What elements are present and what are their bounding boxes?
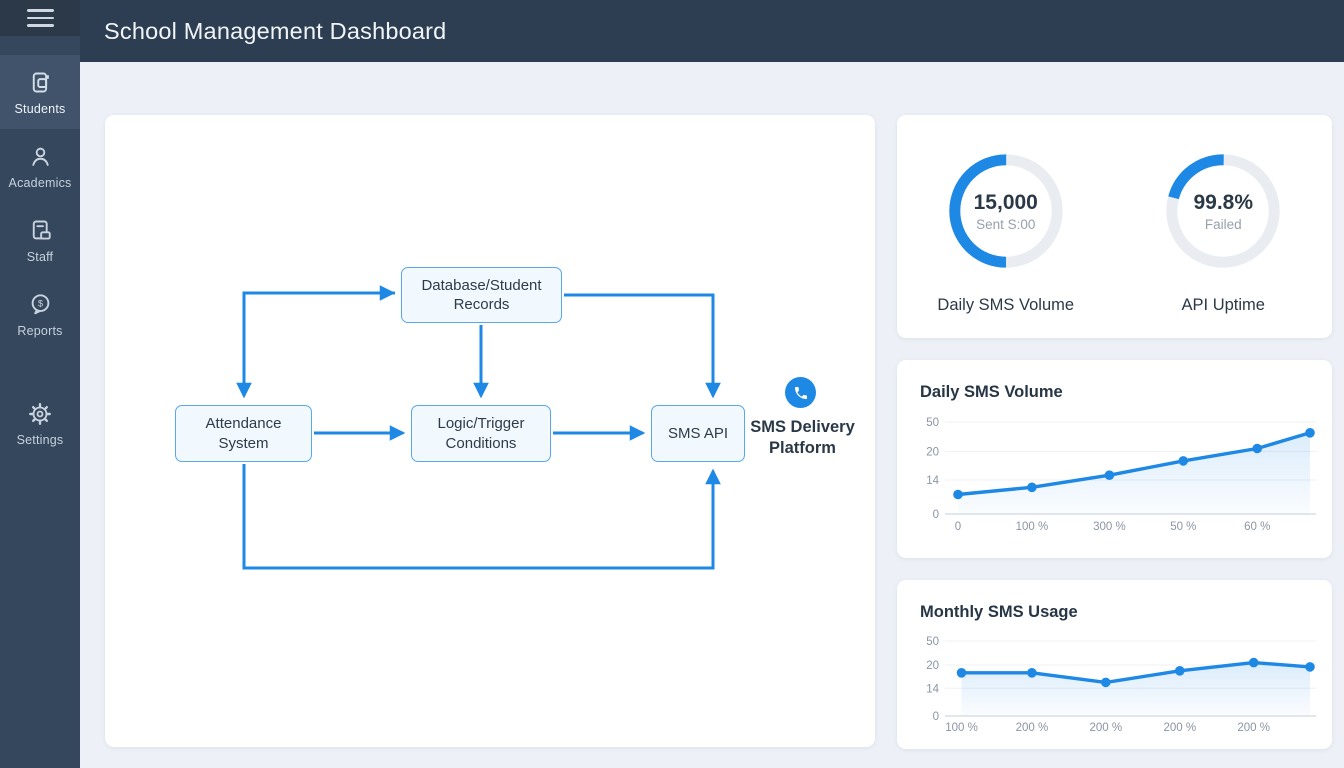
svg-text:0: 0 (933, 711, 939, 723)
sidebar-item-label: Students (14, 102, 66, 116)
svg-text:50 %: 50 % (1170, 521, 1196, 533)
svg-text:50: 50 (926, 417, 939, 429)
svg-text:14: 14 (926, 683, 939, 695)
sms-stats-card: 15,000 Sent S:00 Daily SMS Volume 99.8% … (897, 115, 1332, 338)
sidebar-item-label: Staff (26, 250, 54, 264)
api-uptime-donut-block: 99.8% Failed API Uptime (1115, 115, 1333, 338)
flow-node-attendance: Attendance System (175, 405, 312, 462)
daily-sms-value: 15,000 (973, 190, 1038, 214)
sms-flow-diagram-card: Database/Student Records Attendance Syst… (105, 115, 875, 747)
sidebar-item-staff[interactable]: Staff (0, 203, 80, 277)
sidebar-item-reports[interactable]: $ Reports (0, 277, 80, 351)
staff-icon (32, 220, 51, 240)
daily-sms-subtext: Sent S:00 (976, 216, 1036, 232)
svg-text:20: 20 (926, 446, 939, 458)
daily-sms-donut-chart (942, 147, 1070, 280)
reports-icon: $ (31, 294, 49, 315)
daily-sms-donut-block: 15,000 Sent S:00 Daily SMS Volume (897, 115, 1115, 338)
app-header: School Management Dashboard (80, 0, 1344, 62)
daily-sms-line-chart: 0 14 20 50 0 100 % 300 % 50 % 60 % (897, 402, 1332, 557)
page-title: School Management Dashboard (104, 17, 447, 44)
monthly-sms-line-chart: 0 14 20 50 100 % 200 % 200 % 200 % 200 % (897, 622, 1332, 747)
main-content: Database/Student Records Attendance Syst… (80, 62, 1344, 768)
daily-sms-volume-chart-card: Daily SMS Volume 0 14 20 50 0 100 % 300 % 50 % 6… (897, 360, 1332, 558)
svg-text:20: 20 (926, 660, 939, 672)
svg-text:14: 14 (926, 475, 939, 487)
sidebar-item-students[interactable]: Students (0, 55, 80, 129)
phone-icon (785, 377, 816, 408)
api-uptime-donut-label: API Uptime (1181, 296, 1265, 314)
svg-text:200 %: 200 % (1237, 722, 1270, 734)
api-uptime-subtext: Failed (1204, 216, 1242, 232)
academics-icon (31, 147, 49, 166)
sidebar-item-label: Academics (8, 176, 72, 190)
sidebar-item-label: Reports (17, 324, 63, 338)
svg-text:200 %: 200 % (1163, 722, 1196, 734)
svg-text:$: $ (37, 298, 42, 308)
api-uptime-donut-chart (1159, 147, 1287, 280)
svg-text:0: 0 (933, 509, 939, 521)
daily-sms-donut-label: Daily SMS Volume (937, 296, 1075, 314)
svg-text:60 %: 60 % (1244, 521, 1270, 533)
svg-text:100 %: 100 % (945, 722, 978, 734)
svg-text:0: 0 (955, 521, 961, 533)
svg-text:50: 50 (926, 636, 939, 648)
chart-title: Monthly SMS Usage (920, 603, 1078, 621)
settings-icon (29, 403, 51, 425)
sidebar-item-label: Settings (16, 433, 64, 447)
flow-node-logic: Logic/Trigger Conditions (411, 405, 551, 462)
sidebar-item-academics[interactable]: Academics (0, 129, 80, 203)
flow-node-sms-api: SMS API (651, 405, 745, 462)
svg-text:100 %: 100 % (1016, 521, 1049, 533)
students-icon (32, 72, 49, 93)
sidebar-item-settings[interactable]: Settings (0, 387, 80, 460)
chart-title: Daily SMS Volume (920, 383, 1063, 401)
hamburger-icon (26, 9, 54, 27)
api-uptime-value: 99.8% (1193, 190, 1254, 214)
svg-text:300 %: 300 % (1093, 521, 1126, 533)
sidebar: Students Academics Staff $ Reports (0, 0, 80, 768)
svg-text:200 %: 200 % (1016, 722, 1049, 734)
flow-connectors (236, 285, 721, 570)
menu-toggle-button[interactable] (0, 0, 80, 36)
svg-text:200 %: 200 % (1089, 722, 1122, 734)
monthly-sms-usage-chart-card: Monthly SMS Usage 0 14 20 50 100 % 200 % 200 %… (897, 580, 1332, 749)
flow-node-delivery-label: SMS Delivery Platform (750, 418, 855, 457)
flow-node-database: Database/Student Records (401, 267, 562, 323)
